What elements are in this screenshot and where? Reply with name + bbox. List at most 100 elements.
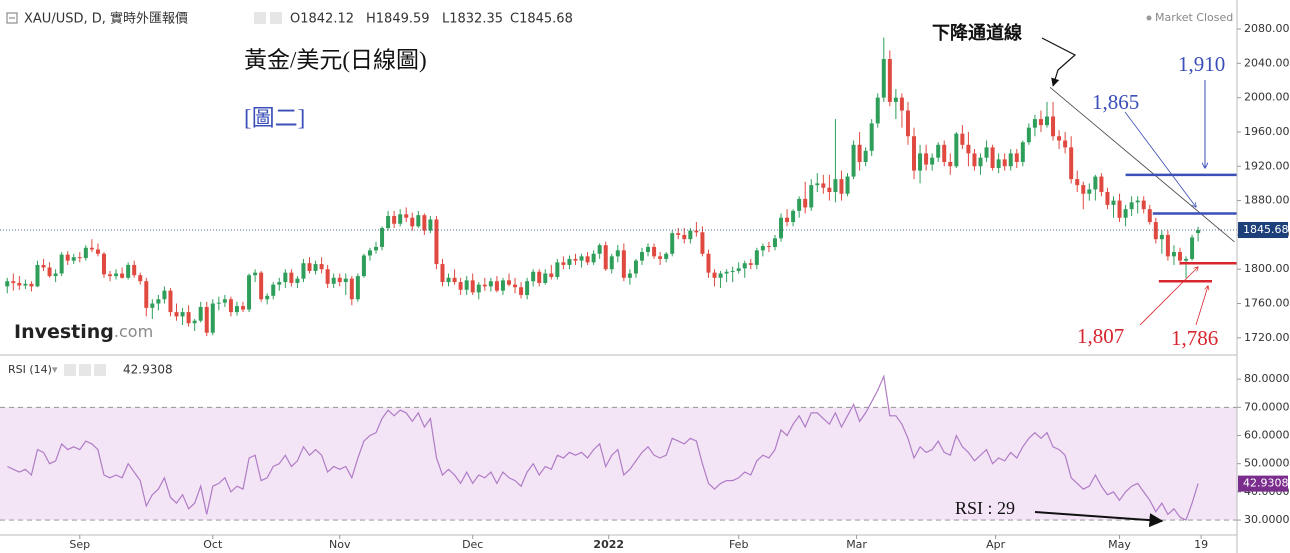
candle-body — [760, 246, 765, 251]
settings-icon[interactable] — [79, 364, 91, 376]
candle-body — [331, 277, 336, 284]
candle-body — [887, 59, 892, 102]
trendline-callout — [1041, 37, 1077, 87]
candle-body — [633, 260, 638, 274]
candle-body — [996, 159, 1001, 168]
candle-body — [670, 233, 675, 254]
candle-body — [150, 303, 155, 308]
candle-body — [162, 290, 167, 300]
rsi-annotation: RSI : 29 — [955, 498, 1015, 518]
y-tick-label: 2040.00 — [1244, 56, 1290, 69]
candle-body — [525, 281, 530, 295]
candle-body — [89, 247, 94, 250]
candle-body — [766, 246, 771, 248]
candle-body — [1051, 116, 1056, 137]
candle-body — [198, 306, 203, 321]
candle-body — [464, 280, 469, 290]
candle-body — [325, 269, 330, 284]
y-tick-label: 70.0000 — [1244, 400, 1290, 413]
trendline-label: 下降通道線 — [932, 22, 1022, 44]
candle-body — [247, 275, 252, 310]
candle-body — [253, 272, 258, 276]
candle-body — [168, 290, 173, 313]
candle-body — [265, 295, 270, 300]
candle-body — [1147, 209, 1152, 223]
x-tick-label: Dec — [462, 538, 483, 551]
candle-body — [289, 272, 294, 283]
quote-high: H1849.59 — [366, 12, 430, 27]
candle-body — [597, 245, 602, 254]
candle-body — [972, 153, 977, 167]
candle-body — [1135, 200, 1140, 203]
collapse-icon[interactable] — [6, 12, 18, 24]
candle-body — [1069, 147, 1074, 180]
candle-body — [978, 157, 983, 167]
y-tick-label: 1960.00 — [1244, 125, 1290, 138]
candle-body — [531, 271, 536, 282]
candle-body — [585, 256, 590, 263]
candle-body — [494, 281, 499, 291]
candle-body — [833, 179, 838, 192]
candle-body — [144, 281, 149, 308]
x-tick-label: Oct — [203, 538, 223, 551]
y-tick-label: 80.0000 — [1244, 372, 1290, 385]
candle-body — [307, 263, 312, 271]
candle-body — [1117, 200, 1122, 218]
candle-body — [355, 276, 360, 300]
chart-title: 黃金/美元(日線圖) — [244, 47, 427, 72]
eye-icon[interactable] — [64, 364, 76, 376]
candle-body — [83, 247, 88, 259]
last-price-label: 1845.68 — [1243, 223, 1289, 236]
candle-body — [905, 110, 910, 137]
candle-body — [5, 281, 10, 287]
candle-body — [785, 217, 790, 223]
chart-subtitle: [圖二] — [244, 105, 305, 130]
candle-body — [1044, 116, 1049, 126]
candle-body — [17, 282, 22, 286]
candle-body — [875, 97, 880, 124]
last-price-tag — [1238, 222, 1288, 239]
candle-body — [869, 123, 874, 151]
candle-body — [404, 214, 409, 218]
candle-body — [930, 157, 935, 165]
candle-body — [398, 214, 403, 224]
candle-body — [736, 268, 741, 271]
candle-body — [513, 284, 518, 288]
candle-body — [772, 238, 777, 247]
candle-body — [283, 272, 288, 283]
candle-body — [277, 282, 282, 285]
candle-body — [1111, 200, 1116, 205]
candle-body — [912, 136, 917, 171]
candle-body — [71, 257, 76, 261]
candle-body — [754, 250, 759, 265]
eye-icon[interactable] — [254, 12, 266, 24]
candle-body — [851, 144, 856, 177]
candle-body — [101, 253, 106, 275]
candle-body — [35, 264, 40, 287]
candle-body — [138, 275, 143, 282]
candle-body — [791, 210, 796, 223]
y-tick-label: 2080.00 — [1244, 22, 1290, 35]
candle-body — [114, 273, 119, 277]
candle-body — [706, 253, 711, 273]
candle-body — [899, 97, 904, 111]
candle-body — [337, 277, 342, 283]
settings-icon[interactable] — [270, 12, 282, 24]
candle-body — [561, 262, 566, 265]
candle-body — [797, 198, 802, 211]
x-tick-label: 19 — [1194, 538, 1208, 551]
candle-body — [700, 232, 705, 254]
candle-body — [1057, 136, 1062, 141]
rsi-name: RSI (14) — [8, 363, 52, 376]
candle-body — [95, 249, 100, 254]
candle-body — [579, 256, 584, 261]
candle-body — [688, 230, 693, 240]
candle-body — [65, 254, 70, 261]
close-icon[interactable] — [94, 364, 106, 376]
candle-body — [712, 272, 717, 278]
candle-body — [241, 306, 246, 310]
candle-body — [1020, 142, 1025, 162]
candle-body — [718, 273, 723, 278]
candle-body — [863, 150, 868, 162]
y-tick-label: 2000.00 — [1244, 91, 1290, 104]
